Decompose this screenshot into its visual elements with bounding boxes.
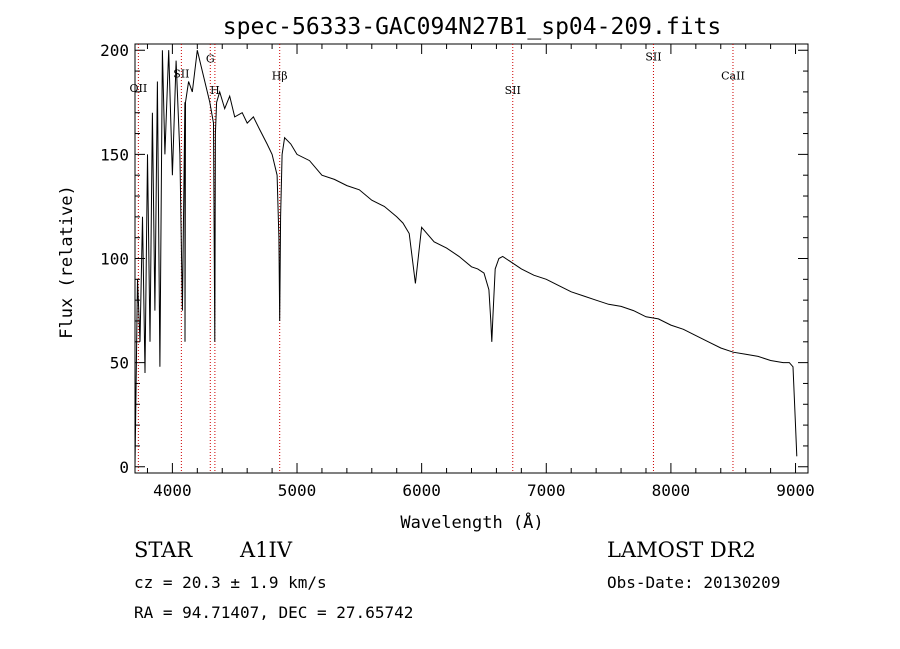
x-tick-label: 9000 bbox=[776, 481, 815, 500]
y-tick-label: 0 bbox=[119, 458, 129, 477]
y-tick-label: 150 bbox=[100, 145, 129, 164]
redshift-velocity: cz = 20.3 ± 1.9 km/s bbox=[134, 573, 327, 592]
spectral-line-label: SII bbox=[645, 51, 661, 64]
x-tick-label: 6000 bbox=[402, 481, 441, 500]
spectral-line-label: CaII bbox=[721, 69, 745, 82]
x-axis-label: Wavelength (Å) bbox=[400, 511, 543, 533]
x-tick-label: 5000 bbox=[278, 481, 317, 500]
y-axis-ticks: 0 50 100 150 200 bbox=[100, 41, 808, 477]
spectral-line-markers: OII SII G H Hβ SII SII CaII bbox=[130, 44, 745, 473]
spectral-line-label: OII bbox=[130, 82, 148, 95]
spectrum-line bbox=[134, 50, 798, 467]
coordinates: RA = 94.71407, DEC = 27.65742 bbox=[134, 603, 414, 622]
y-tick-label: 100 bbox=[100, 250, 129, 269]
spectral-line-label: SII bbox=[505, 84, 521, 97]
spectral-line-label: SII bbox=[173, 67, 189, 80]
spectral-line-label: H bbox=[210, 84, 220, 97]
observation-date: Obs-Date: 20130209 bbox=[607, 573, 781, 592]
object-type: STAR bbox=[134, 538, 193, 562]
y-tick-label: 50 bbox=[110, 354, 129, 373]
chart-title: spec-56333-GAC094N27B1_sp04-209.fits bbox=[223, 14, 722, 40]
y-tick-label: 200 bbox=[100, 41, 129, 60]
object-subclass: A1IV bbox=[240, 538, 292, 562]
x-axis-ticks: 4000 5000 6000 7000 8000 9000 bbox=[146, 44, 815, 500]
plot-frame bbox=[134, 43, 809, 474]
spectral-line-label: G bbox=[206, 53, 215, 66]
spectral-line-label: Hβ bbox=[272, 69, 288, 82]
x-tick-label: 4000 bbox=[153, 481, 192, 500]
survey-name: LAMOST DR2 bbox=[607, 538, 756, 562]
x-tick-label: 8000 bbox=[652, 481, 691, 500]
y-axis-label: Flux (relative) bbox=[57, 185, 77, 339]
x-tick-label: 7000 bbox=[527, 481, 566, 500]
